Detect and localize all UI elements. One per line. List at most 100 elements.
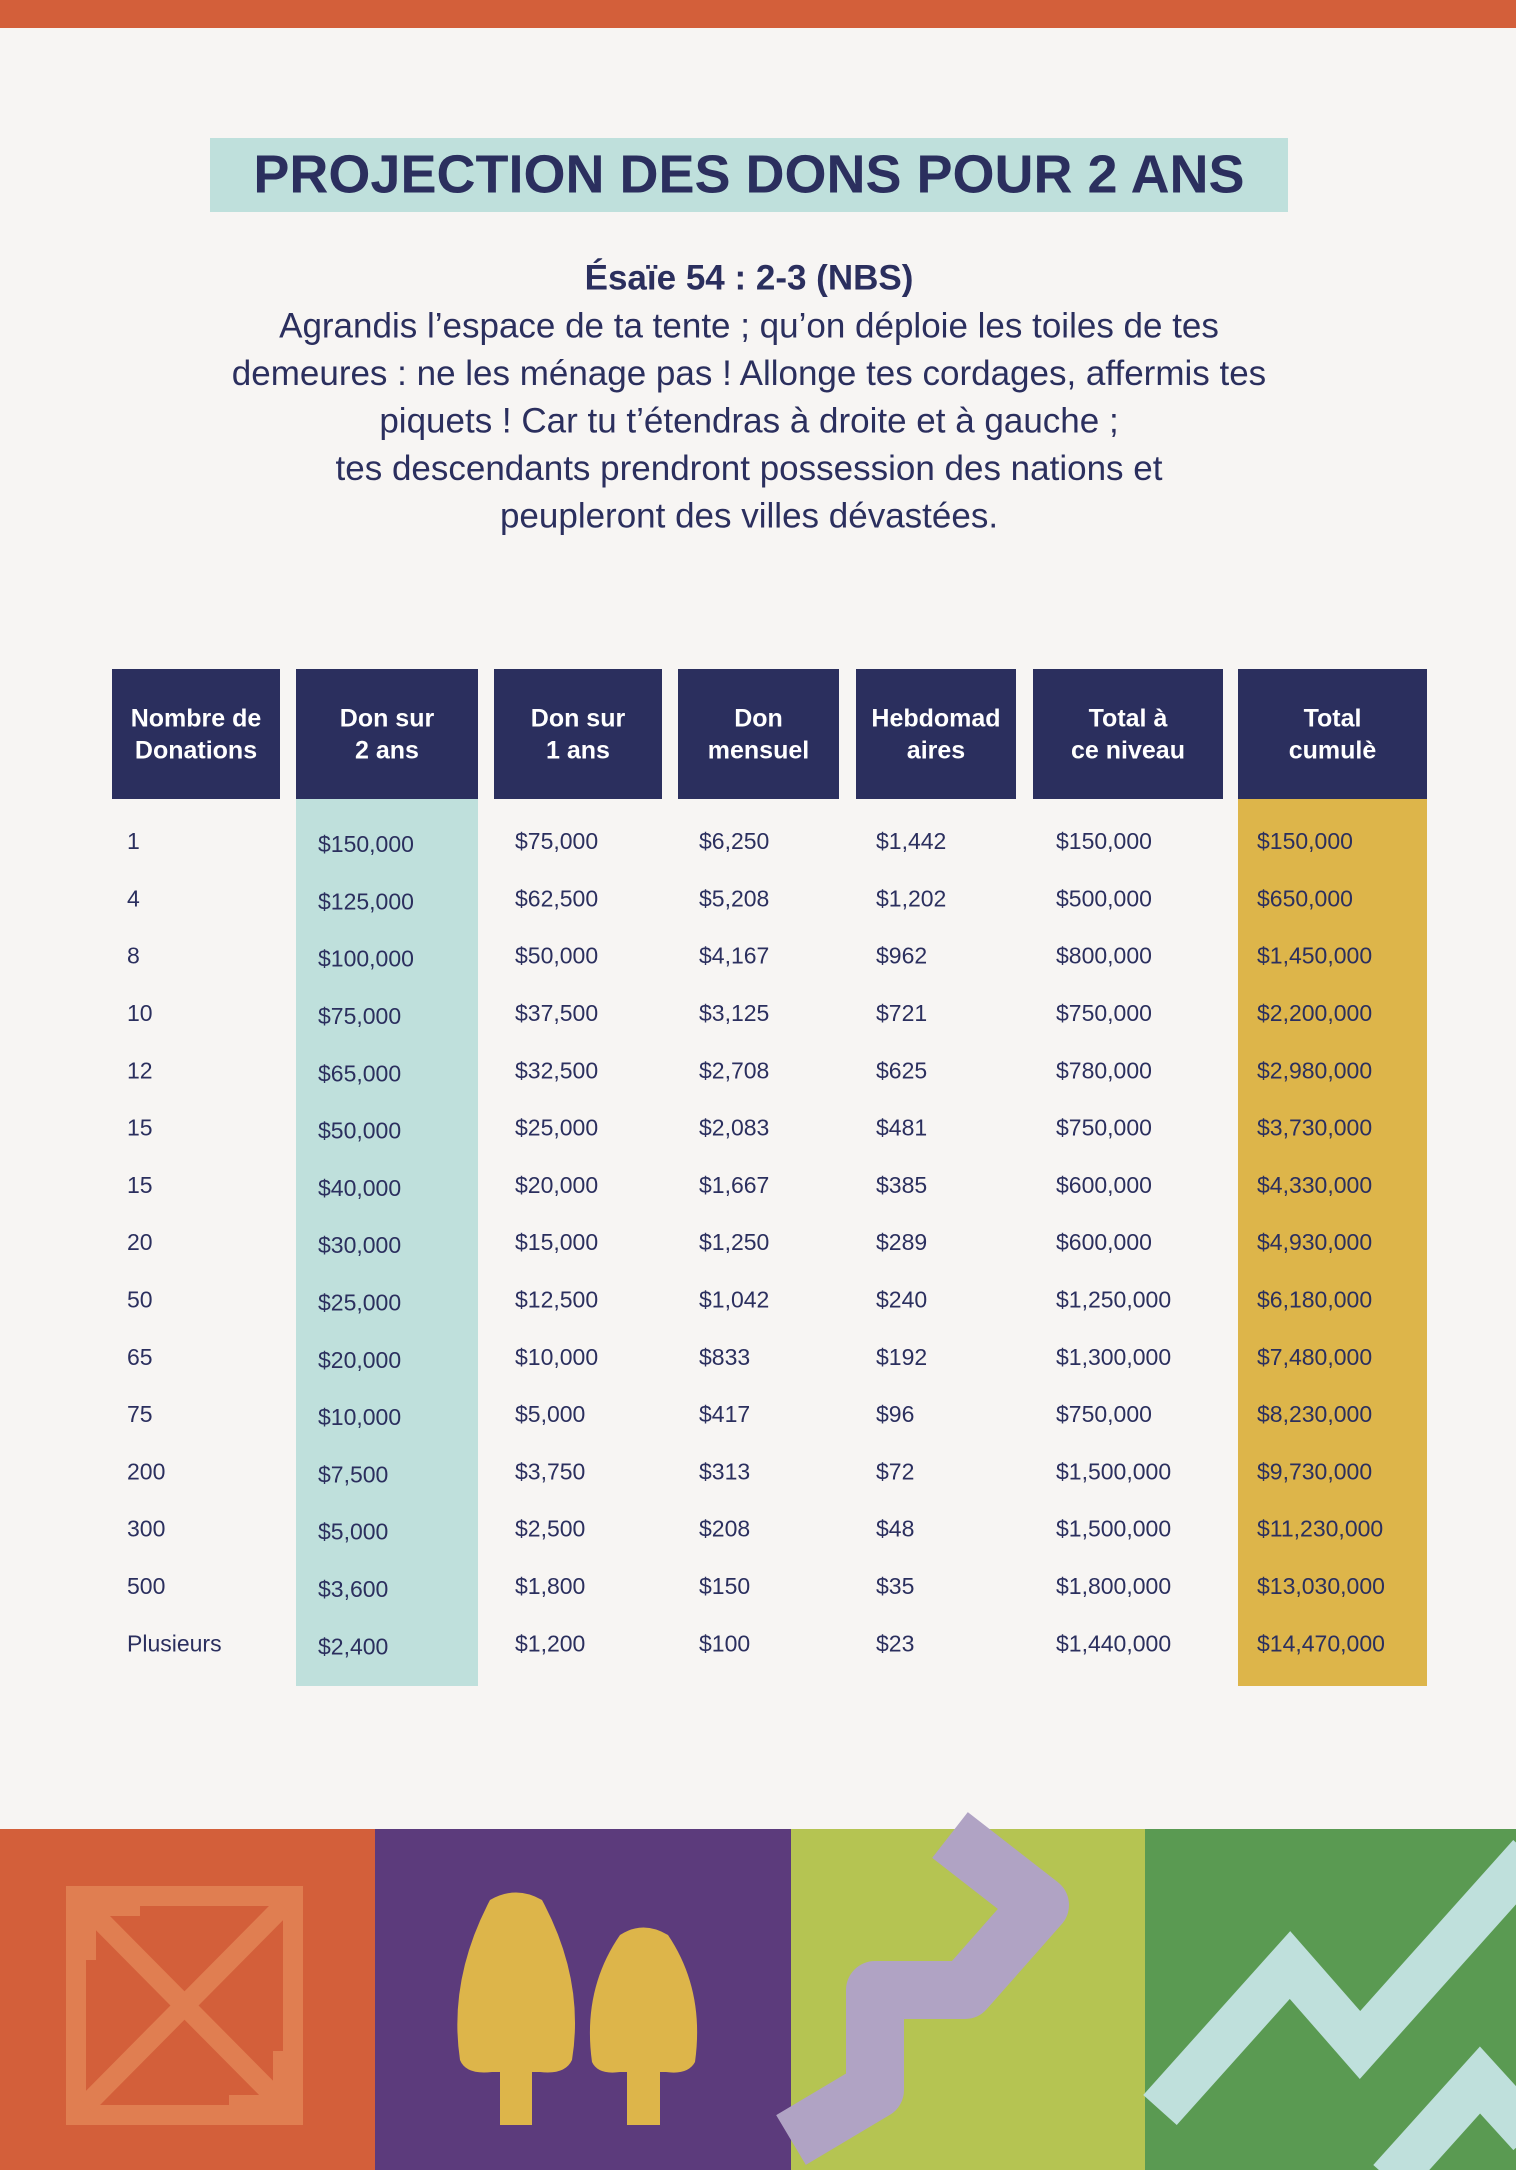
cell: $4,167 (699, 943, 769, 969)
header-cell (1238, 669, 1427, 799)
cell: $3,125 (699, 1000, 769, 1026)
cell: $650,000 (1257, 885, 1353, 911)
cell: $4,930,000 (1257, 1229, 1372, 1255)
cell: $10,000 (318, 1404, 401, 1430)
header-text: aires (907, 737, 965, 765)
header-text: Donations (135, 737, 257, 765)
cell: $40,000 (318, 1175, 401, 1201)
cell: $192 (876, 1344, 927, 1370)
cell: Plusieurs (127, 1630, 222, 1656)
cell: $5,000 (318, 1519, 388, 1545)
cell: $1,250 (699, 1229, 769, 1255)
cell: 65 (127, 1344, 153, 1370)
cell: $23 (876, 1630, 914, 1656)
mountain-icon (1143, 1839, 1516, 2170)
header-cell (678, 669, 839, 799)
cell: $25,000 (515, 1115, 598, 1141)
header-cell (494, 669, 662, 799)
cell: $150,000 (1056, 828, 1152, 854)
cell: $962 (876, 943, 927, 969)
header-cell (296, 669, 478, 799)
cell: 1 (127, 828, 140, 854)
cell: $600,000 (1056, 1229, 1152, 1255)
cell: $4,330,000 (1257, 1172, 1372, 1198)
cross-icon (66, 1886, 303, 2125)
cell: $3,600 (318, 1576, 388, 1602)
cell: $25,000 (318, 1289, 401, 1315)
reference: Ésaïe 54 : 2-3 (NBS) (585, 257, 914, 297)
cell: $50,000 (318, 1118, 401, 1144)
cell: $417 (699, 1401, 750, 1427)
header-cell (1033, 669, 1223, 799)
cell: 200 (127, 1458, 165, 1484)
cell: $240 (876, 1286, 927, 1312)
header-text: Total (1304, 705, 1362, 733)
header-text: Don sur (531, 705, 626, 733)
header-text: Hebdomad (871, 705, 1000, 733)
header-text: Nombre de (131, 705, 262, 733)
cell: $3,750 (515, 1458, 585, 1484)
path-icon (776, 1812, 1069, 2165)
cell: $62,500 (515, 885, 598, 911)
cell: $75,000 (318, 1003, 401, 1029)
cell: $1,500,000 (1056, 1516, 1171, 1542)
title-box (210, 138, 1288, 212)
cell: $750,000 (1056, 1000, 1152, 1026)
cell: 50 (127, 1286, 153, 1312)
cell: $37,500 (515, 1000, 598, 1026)
cell: $313 (699, 1458, 750, 1484)
cell: $5,208 (699, 885, 769, 911)
title: PROJECTION DES DONS POUR 2 ANS (253, 144, 1244, 204)
cell: $289 (876, 1229, 927, 1255)
cell: $6,250 (699, 828, 769, 854)
cell: 20 (127, 1229, 153, 1255)
cell: $150,000 (318, 831, 414, 857)
cell: $100 (699, 1630, 750, 1656)
cell: $208 (699, 1516, 750, 1542)
cell: $20,000 (515, 1172, 598, 1198)
cell: $12,500 (515, 1286, 598, 1312)
cell: $625 (876, 1057, 927, 1083)
cell: $500,000 (1056, 885, 1152, 911)
cell: $1,450,000 (1257, 943, 1372, 969)
cell: $5,000 (515, 1401, 585, 1427)
header-text: Don sur (340, 705, 435, 733)
cell: $15,000 (515, 1229, 598, 1255)
cell: $65,000 (318, 1060, 401, 1086)
cell: $833 (699, 1344, 750, 1370)
cell: $8,230,000 (1257, 1401, 1372, 1427)
header-text: Don (734, 705, 783, 733)
cell: $125,000 (318, 888, 414, 914)
cell: $20,000 (318, 1347, 401, 1373)
cell: $150,000 (1257, 828, 1353, 854)
cell: $1,250,000 (1056, 1286, 1171, 1312)
verse-line: tes descendants prendront possession des… (336, 449, 1163, 488)
header-cell (856, 669, 1016, 799)
cell: $96 (876, 1401, 914, 1427)
cell: $385 (876, 1172, 927, 1198)
verse-line: Agrandis l’espace de ta tente ; qu’on dé… (279, 306, 1219, 345)
cell: $9,730,000 (1257, 1458, 1372, 1484)
cell: 15 (127, 1172, 153, 1198)
cell: 300 (127, 1516, 165, 1542)
header-text: Total à (1089, 705, 1168, 733)
cell: 8 (127, 943, 140, 969)
cell: $800,000 (1056, 943, 1152, 969)
cell: $10,000 (515, 1344, 598, 1370)
cell: 500 (127, 1573, 165, 1599)
verse-line: peupleront des villes dévastées. (500, 496, 998, 535)
cell: 10 (127, 1000, 153, 1026)
cell: $1,800,000 (1056, 1573, 1171, 1599)
cell: $2,980,000 (1257, 1057, 1372, 1083)
verse-line: demeures : ne les ménage pas ! Allonge t… (232, 354, 1266, 393)
cell: $2,708 (699, 1057, 769, 1083)
cell: $3,730,000 (1257, 1115, 1372, 1141)
header-text: 2 ans (355, 737, 419, 765)
cell: $600,000 (1056, 1172, 1152, 1198)
cell: $2,083 (699, 1115, 769, 1141)
cell: $1,667 (699, 1172, 769, 1198)
cell: $6,180,000 (1257, 1286, 1372, 1312)
cell: $1,500,000 (1056, 1458, 1171, 1484)
cell: $1,300,000 (1056, 1344, 1171, 1370)
cell: $75,000 (515, 828, 598, 854)
